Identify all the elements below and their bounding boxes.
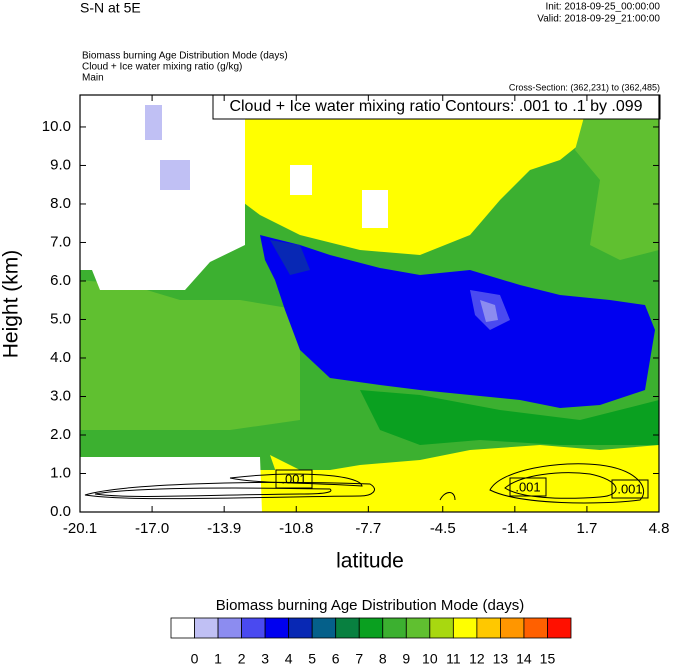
colorbar-label: 7	[355, 651, 363, 667]
colorbar-box	[264, 617, 290, 639]
contour-label: .001	[281, 471, 306, 486]
colorbar-box	[217, 617, 242, 639]
contour-label-box	[509, 477, 547, 497]
contour-line	[94, 487, 332, 497]
colorbar-label: 10	[422, 651, 438, 667]
contour-line	[439, 492, 456, 501]
info-box	[212, 94, 661, 120]
y-tick-label: 6.0	[50, 272, 71, 289]
y-tick-label: 3.0	[50, 387, 71, 404]
x-tick-label: -4.5	[430, 520, 456, 537]
contour-label-box	[611, 479, 649, 499]
fill-region	[290, 165, 312, 195]
fill-region	[170, 95, 600, 255]
fill-region	[260, 235, 655, 408]
cross-section: Cross-Section: (362,231) to (362,485)	[509, 82, 660, 92]
colorbar-label: 4	[285, 651, 293, 667]
x-tick-label: -10.8	[279, 520, 313, 537]
fill-region	[575, 95, 659, 260]
contour-info: Cloud + Ice water mixing ratio Contours:…	[229, 98, 642, 115]
y-tick-label: 2.0	[50, 426, 71, 443]
colorbar-box	[476, 617, 501, 639]
x-tick-label: -13.9	[207, 520, 241, 537]
contour-label-box	[275, 469, 313, 489]
contour-line	[489, 463, 645, 504]
colorbar-label: 13	[493, 651, 509, 667]
plot-frame	[79, 94, 660, 513]
colorbar-box	[311, 617, 337, 639]
contour-field: Cloud + Ice water mixing ratio (g/kg)	[82, 62, 242, 73]
fill-region	[480, 300, 498, 322]
y-tick-label: 5.0	[50, 310, 71, 327]
colorbar-box	[241, 617, 266, 639]
fill-region	[145, 105, 162, 140]
fill-region	[160, 160, 190, 190]
fill-region	[80, 95, 245, 290]
colorbar-box	[358, 617, 384, 639]
y-tick-label: 0.0	[50, 503, 71, 520]
colorbar-label: 8	[379, 651, 387, 667]
y-tick-label: 7.0	[50, 233, 71, 250]
colorbar-box	[523, 617, 548, 639]
y-tick-label: 4.0	[50, 349, 71, 366]
x-tick-label: -1.4	[502, 520, 528, 537]
fill-region	[360, 390, 659, 445]
fill-region	[270, 240, 310, 275]
valid-time: Valid: 2018-09-29_21:00:00	[537, 14, 660, 25]
y-tick-label: 1.0	[50, 464, 71, 481]
y-axis-title: Height (km)	[0, 250, 23, 359]
colorbar-label: 11	[446, 651, 461, 667]
colorbar-box	[547, 617, 572, 639]
field	[80, 95, 659, 512]
y-tick-label: 10.0	[42, 118, 71, 135]
x-tick-label: 4.8	[649, 520, 670, 537]
colorbar-label: 3	[261, 651, 269, 667]
contour-line	[84, 481, 375, 500]
colorbar-box	[194, 617, 219, 639]
plot-area: .001 .001 .001	[80, 95, 659, 512]
contour-label: .001	[617, 481, 642, 496]
contour-line	[504, 472, 617, 499]
x-tick-label: -17.0	[135, 520, 169, 537]
colorbar-label: 5	[308, 651, 316, 667]
colorbar-box	[382, 617, 407, 639]
fill-region	[362, 190, 388, 228]
colorbar-label: 15	[540, 651, 556, 667]
colorbar-label: 14	[516, 651, 532, 667]
colorbar-label: 0	[191, 651, 199, 667]
y-tick-label: 8.0	[50, 195, 71, 212]
colorbar-box	[288, 617, 313, 639]
colorbar-title: Biomass burning Age Distribution Mode (d…	[216, 597, 524, 614]
colorbar-box	[500, 617, 525, 639]
x-tick-label: -20.1	[63, 520, 97, 537]
chart-title: S-N at 5E	[80, 0, 141, 16]
colorbar-box	[170, 617, 195, 639]
x-tick-label: 1.7	[576, 520, 597, 537]
domain: Main	[82, 73, 104, 84]
contour-label: .001	[515, 479, 540, 494]
x-axis-title: latitude	[336, 550, 404, 573]
colorbar-box	[429, 617, 454, 639]
x-tick-label: -7.7	[355, 520, 381, 537]
colorbar-box	[405, 617, 431, 639]
init-time: Init: 2018-09-25_00:00:00	[545, 2, 660, 13]
colorbar-label: 9	[402, 651, 410, 667]
fill-field: Biomass burning Age Distribution Mode (d…	[82, 51, 288, 62]
colorbar-label: 12	[469, 651, 485, 667]
colorbar-label: 6	[332, 651, 340, 667]
colorbar-label: 2	[238, 651, 246, 667]
fill-region	[80, 280, 300, 430]
colorbar-box	[452, 617, 478, 639]
colorbar-label: 1	[214, 651, 222, 667]
contour-line	[229, 473, 363, 487]
y-tick-label: 9.0	[50, 156, 71, 173]
colorbar-box	[335, 617, 360, 639]
